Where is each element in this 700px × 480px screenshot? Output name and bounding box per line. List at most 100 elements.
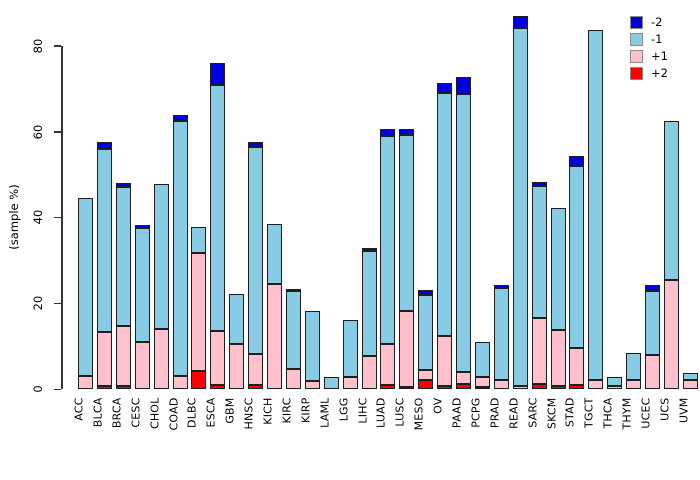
x-tick-label-ACC: ACC (72, 397, 86, 421)
segment-READ-+1 (512, 385, 528, 389)
y-tick-label: 40 (31, 210, 45, 225)
segment-CESC--1 (134, 227, 150, 343)
segment-PAAD--2 (456, 77, 471, 95)
y-tick (54, 302, 61, 305)
segment-KIRC--2 (285, 288, 301, 291)
bar-SARC (531, 182, 547, 389)
y-tick-label: 80 (31, 38, 45, 54)
segment-BLCA-+2 (96, 385, 112, 389)
x-tick-label-STAD: STAD (563, 397, 577, 428)
segment-COAD-+1 (172, 376, 188, 389)
bar-TGCT (588, 30, 604, 389)
x-tick-label-ESCA: ESCA (204, 397, 218, 428)
legend-item--1: -1 (630, 31, 668, 48)
segment-LAML--1 (323, 376, 339, 389)
segment-BLCA--2 (96, 142, 112, 149)
segment-HNSC--2 (248, 141, 264, 147)
legend-swatch-icon (630, 50, 643, 63)
segment-LGG-+1 (342, 376, 358, 389)
segment-OV--1 (437, 93, 453, 336)
x-tick-label-KIRP: KIRP (299, 397, 313, 424)
segment-CHOL-+1 (153, 329, 169, 389)
segment-STAD--1 (569, 165, 585, 349)
x-tick-label-LIHC: LIHC (356, 397, 369, 424)
x-tick-label-SKCM: SKCM (545, 397, 558, 430)
segment-THYM-+1 (626, 380, 642, 389)
segment-DLBC-+2 (191, 370, 207, 389)
x-tick-label-PRAD: PRAD (488, 397, 502, 429)
segment-STAD-+1 (569, 348, 585, 385)
bar-KIRP (304, 311, 320, 389)
bar-STAD (569, 156, 585, 389)
segment-HNSC-+1 (248, 354, 264, 385)
segment-THCA-+1 (607, 385, 623, 389)
segment-UVM--1 (682, 372, 698, 380)
segment-SARC-+1 (531, 318, 547, 384)
x-tick-label-CESC: CESC (129, 397, 143, 428)
segment-DLBC--1 (191, 226, 207, 253)
bar-PCPG (474, 341, 490, 389)
segment-SARC--1 (531, 185, 547, 319)
segment-TGCT-+1 (588, 380, 604, 389)
segment-UCEC-+1 (645, 355, 660, 389)
bar-LUAD (380, 129, 396, 389)
segment-BRCA--2 (115, 183, 131, 187)
segment-OV--2 (437, 82, 453, 94)
segment-ESCA-+1 (210, 331, 226, 386)
segment-MESO-+1 (418, 370, 434, 381)
segment-DLBC-+1 (191, 252, 207, 371)
segment-SKCM--1 (550, 207, 566, 330)
bar-PRAD (493, 285, 509, 389)
x-tick-label-COAD: COAD (167, 397, 180, 431)
x-tick-label-LAML: LAML (318, 397, 332, 428)
x-tick-label-BLCA: BLCA (91, 397, 105, 428)
x-tick-label-KIRC: KIRC (280, 397, 294, 424)
y-tick (54, 388, 61, 390)
segment-KICH--1 (267, 224, 282, 284)
bar-SKCM (550, 207, 566, 389)
plot-area (62, 10, 698, 389)
segment-UCEC--1 (645, 290, 660, 356)
bar-DLBC (191, 226, 207, 389)
bar-UVM (682, 372, 698, 389)
segment-STAD--2 (569, 156, 585, 166)
legend-item--2: -2 (630, 14, 668, 31)
legend-label: +2 (651, 66, 668, 80)
segment-LGG--1 (342, 319, 358, 377)
segment-SARC--2 (531, 182, 547, 186)
segment-STAD-+2 (569, 384, 585, 389)
segment-KIRP--1 (304, 311, 320, 381)
bar-COAD (172, 115, 188, 389)
segment-KIRP-+1 (304, 380, 320, 389)
bar-OV (437, 82, 453, 389)
segment-LIHC--1 (361, 251, 377, 357)
bar-ESCA (210, 62, 226, 389)
legend-item-+2: +2 (630, 65, 668, 82)
bar-LIHC (361, 247, 377, 389)
segment-UVM-+1 (682, 380, 698, 389)
x-tick-label-READ: READ (507, 397, 521, 429)
bar-LAML (323, 376, 339, 389)
segment-READ--1 (512, 27, 528, 386)
segment-BLCA-+1 (96, 331, 112, 386)
x-tick-label-HNSC: HNSC (242, 397, 256, 430)
x-tick-label-BRCA: BRCA (110, 397, 124, 429)
segment-UCS--1 (663, 120, 679, 281)
segment-OV-+2 (437, 385, 453, 389)
segment-COAD--2 (172, 115, 188, 122)
bar-KICH (267, 224, 282, 389)
x-tick-label-CHOL: CHOL (148, 397, 162, 430)
bar-READ (512, 15, 528, 389)
segment-KIRC--1 (285, 290, 301, 370)
x-tick-label-DLBC: DLBC (185, 397, 199, 428)
segment-GBM-+1 (229, 343, 245, 389)
x-tick-label-LUAD: LUAD (374, 397, 388, 428)
segment-COAD--1 (172, 121, 188, 377)
bar-BRCA (115, 183, 131, 389)
segment-PCPG-+1 (474, 377, 490, 387)
x-tick-label-GBM: GBM (223, 397, 237, 424)
x-tick-label-SARC: SARC (526, 397, 540, 428)
segment-LUSC-+1 (399, 311, 415, 387)
legend-swatch-icon (630, 16, 643, 29)
